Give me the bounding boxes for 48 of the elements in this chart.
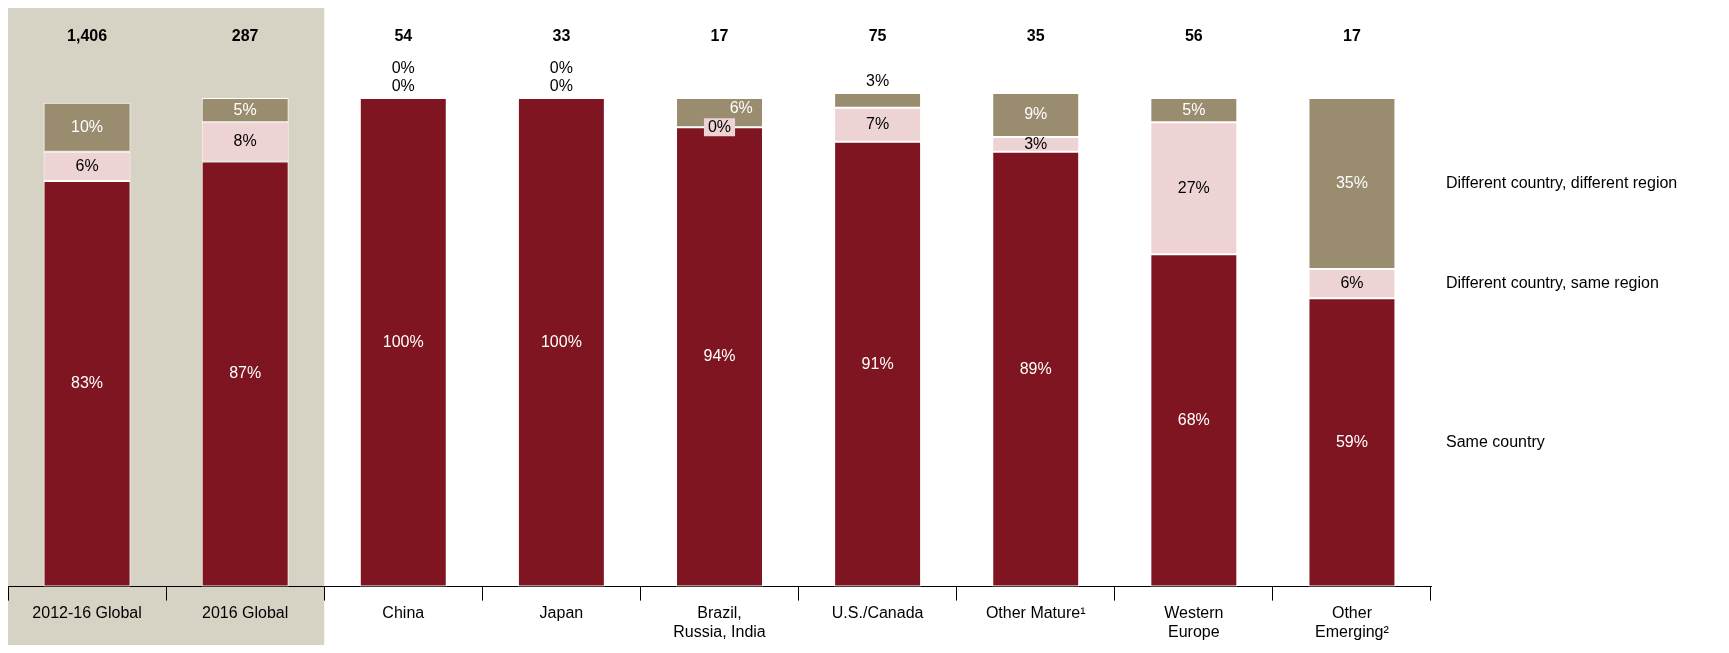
text: 287 xyxy=(231,27,259,45)
data-label: 6% xyxy=(1340,274,1364,291)
data-label: 100% xyxy=(540,332,582,350)
text: 54 xyxy=(394,27,413,45)
data-label: 0% xyxy=(549,77,573,95)
x-tick-label: China xyxy=(382,603,425,621)
data-label: 94% xyxy=(703,347,736,365)
data-label: 9% xyxy=(1024,105,1048,123)
x-tick-label: Western Europe xyxy=(1164,603,1224,640)
data-label: 0% xyxy=(707,117,732,135)
text: 35 xyxy=(1026,27,1045,45)
text: 56 xyxy=(1184,27,1203,45)
data-label: 3% xyxy=(866,72,890,90)
x-tick-label: 2012-16 Global xyxy=(32,603,142,621)
x-tick-label: 2016 Global xyxy=(202,603,289,621)
data-label: 6% xyxy=(729,98,753,116)
data-label: 10% xyxy=(71,117,104,135)
data-label: 35% xyxy=(1335,173,1368,191)
data-label: 0% xyxy=(549,59,573,77)
data-label: 100% xyxy=(382,332,424,350)
data-label: 6% xyxy=(75,156,99,174)
x-tick-label: Other Mature¹ xyxy=(985,603,1086,621)
data-label: 27% xyxy=(1177,178,1210,196)
data-label: 0% xyxy=(391,59,415,77)
text: 1,406 xyxy=(67,27,108,45)
text: 75 xyxy=(868,27,887,45)
data-label: 8% xyxy=(233,132,257,150)
text: 17 xyxy=(1343,27,1361,45)
x-tick-label: Brazil, Russia, India xyxy=(673,603,766,640)
data-label: 5% xyxy=(233,100,257,118)
data-label: 89% xyxy=(1019,359,1052,377)
data-label: 68% xyxy=(1177,410,1210,428)
text: 17 xyxy=(710,27,729,45)
text: Different country, same region xyxy=(1446,274,1659,291)
data-label: 3% xyxy=(1024,134,1048,152)
data-label: 91% xyxy=(861,354,894,372)
x-tick-label: Other Emerging² xyxy=(1315,603,1390,640)
text: Different country, different region xyxy=(1446,173,1678,191)
data-label: 7% xyxy=(866,115,890,133)
data-label: 87% xyxy=(229,364,262,382)
data-label: 0% xyxy=(391,77,415,95)
x-tick-label: U.S./Canada xyxy=(831,603,924,621)
text: Same country xyxy=(1446,432,1545,450)
data-label: 83% xyxy=(71,374,104,392)
data-label: 59% xyxy=(1335,432,1368,450)
x-tick-label: Japan xyxy=(539,603,584,621)
data-label: 5% xyxy=(1182,100,1206,118)
text: 33 xyxy=(552,27,571,45)
